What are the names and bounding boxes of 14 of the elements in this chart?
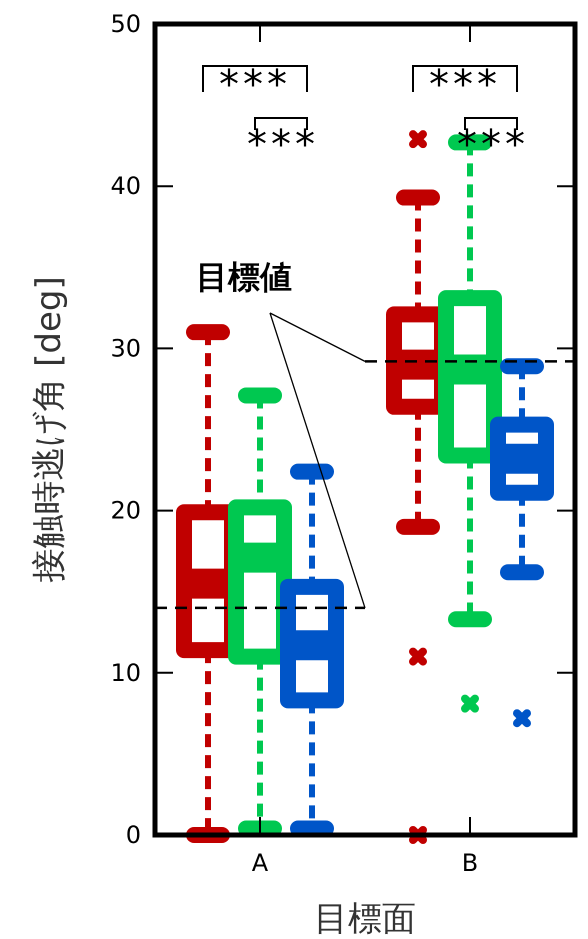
y-tick-label: 50	[110, 10, 141, 38]
ref-line-label: 目標値	[196, 258, 292, 296]
y-tick-label: 0	[126, 821, 141, 849]
y-tick-label: 40	[110, 172, 141, 200]
y-tick-label: 10	[110, 658, 141, 687]
annotation: ***	[429, 62, 501, 108]
x-tick-label: A	[252, 849, 269, 877]
x-tick-label: B	[462, 849, 478, 877]
y-axis-title: 接触時逃げ角 [deg]	[29, 276, 69, 583]
x-axis-title: 目標面	[314, 899, 416, 939]
annotation: ***	[219, 62, 291, 108]
y-tick-label: 20	[110, 496, 141, 525]
annotation: ***	[247, 122, 319, 168]
y-tick-label: 30	[110, 334, 141, 362]
